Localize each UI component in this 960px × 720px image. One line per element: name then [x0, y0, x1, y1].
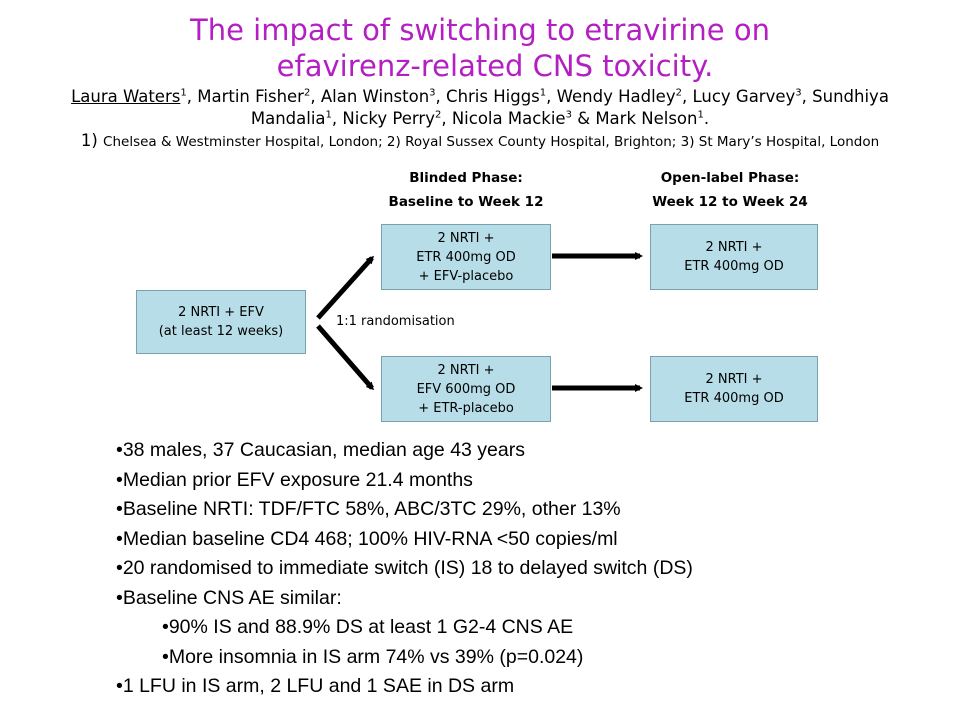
bullet-text: Baseline NRTI: TDF/FTC 58%, ABC/3TC 29%,… [122, 498, 621, 520]
randomisation-label: 1:1 randomisation [336, 314, 455, 329]
affiliation-number: 1) [80, 131, 98, 150]
bullet-text: 90% IS and 88.9% DS at least 1 G2-4 CNS … [168, 616, 574, 638]
author-affiliation-sup: 3 [565, 109, 572, 121]
phase-open-line1: Open-label Phase: [660, 170, 800, 186]
bullet-item: •Median baseline CD4 468; 100% HIV-RNA <… [116, 525, 936, 555]
author-name: Laura Waters [71, 87, 181, 106]
title-line-1: The impact of switching to etravirine on [190, 13, 770, 47]
box-blinded-efv-line1: 2 NRTI + [437, 362, 495, 378]
author-affiliation-sup: 1 [539, 87, 547, 99]
author-name: Nicola Mackie [451, 109, 566, 128]
author-affiliation-sup: 2 [434, 109, 442, 121]
author-affiliation-sup: 1 [697, 109, 704, 121]
bullet-dot-icon: • [116, 527, 123, 550]
author-name: Martin Fisher [197, 87, 304, 106]
bullet-item: •Median prior EFV exposure 21.4 months [116, 466, 936, 496]
arrow-to-blinded-top [316, 255, 375, 320]
phase-open-line2: Week 12 to Week 24 [652, 194, 808, 210]
bullet-list: •38 males, 37 Caucasian, median age 43 y… [116, 436, 936, 702]
bullet-item: •Baseline NRTI: TDF/FTC 58%, ABC/3TC 29%… [116, 495, 936, 525]
author-name: Lucy Garvey [692, 87, 796, 106]
box-blinded-etr-line2: ETR 400mg OD [416, 249, 516, 265]
bullet-text: 38 males, 37 Caucasian, median age 43 ye… [122, 439, 525, 461]
arrow-to-blinded-bottom [316, 324, 374, 391]
box-blinded-etr: 2 NRTI + ETR 400mg OD + EFV-placebo [381, 224, 551, 290]
bullet-dot-icon: • [162, 616, 169, 638]
bullet-item: •Baseline CNS AE similar: [116, 584, 936, 614]
box-blinded-efv-line2: EFV 600mg OD [416, 381, 516, 397]
bullet-dot-icon: • [116, 439, 123, 461]
bullet-dot-icon: • [116, 675, 123, 697]
box-open-bottom: 2 NRTI + ETR 400mg OD [650, 356, 818, 422]
author-list: Laura Waters1, Martin Fisher2, Alan Wins… [71, 87, 889, 128]
affiliations: Chelsea & Westminster Hospital, London; … [103, 134, 880, 150]
author-name: Mark Nelson [595, 109, 698, 128]
phase-blinded-line1: Blinded Phase: [409, 170, 523, 186]
bullet-item: •38 males, 37 Caucasian, median age 43 y… [116, 436, 936, 466]
bullet-text: 1 LFU in IS arm, 2 LFU and 1 SAE in DS a… [122, 675, 515, 697]
author-name: Alan Winston [320, 87, 430, 106]
author-name: Wendy Hadley [556, 87, 676, 106]
author-separator: , [310, 87, 321, 106]
bullet-item: •1 LFU in IS arm, 2 LFU and 1 SAE in DS … [116, 672, 936, 702]
bullet-item: •More insomnia in IS arm 74% vs 39% (p=0… [116, 643, 936, 673]
box-open-bottom-line2: ETR 400mg OD [684, 391, 784, 406]
author-separator: , [546, 87, 557, 106]
author-affiliation-sup: 1 [180, 87, 187, 99]
box-blinded-etr-line1: 2 NRTI + [437, 230, 495, 246]
phase-blinded-line2: Baseline to Week 12 [388, 194, 544, 210]
bullet-item: •20 randomised to immediate switch (IS) … [116, 554, 936, 584]
bullet-dot-icon: • [116, 498, 123, 520]
bullet-text: Median prior EFV exposure 21.4 months [122, 468, 473, 491]
bullet-dot-icon: • [116, 557, 123, 579]
author-block: Laura Waters1, Martin Fisher2, Alan Wins… [60, 86, 900, 153]
bullet-text: Median baseline CD4 468; 100% HIV-RNA <5… [122, 527, 618, 550]
box-start-2nrti-efv: 2 NRTI + EFV (at least 12 weeks) [136, 290, 306, 354]
bullet-dot-icon: • [116, 586, 123, 609]
phase-header-blinded: Blinded Phase: Baseline to Week 12 [356, 166, 576, 214]
author-separator: , [331, 109, 343, 128]
author-separator: , [186, 87, 198, 106]
author-affiliation-sup: 3 [795, 87, 802, 99]
author-separator: , [681, 87, 693, 106]
author-affiliation-sup: 3 [429, 87, 436, 99]
author-separator: & [571, 109, 596, 128]
author-affiliation-sup: 1 [325, 109, 332, 121]
box-start-line2: (at least 12 weeks) [158, 324, 284, 339]
author-separator: , [441, 109, 452, 128]
bullet-item: •90% IS and 88.9% DS at least 1 G2-4 CNS… [116, 613, 936, 643]
bullet-text: Baseline CNS AE similar: [122, 586, 342, 609]
box-blinded-efv-line3: + ETR-placebo [418, 400, 514, 416]
box-open-top-line2: ETR 400mg OD [684, 259, 784, 274]
author-separator: , [801, 87, 813, 106]
slide-title: The impact of switching to etravirine on… [0, 12, 960, 84]
author-affiliation-sup: 2 [303, 87, 311, 99]
author-separator: . [703, 109, 710, 128]
author-affiliation-sup: 2 [675, 87, 682, 99]
box-blinded-etr-line3: + EFV-placebo [418, 268, 514, 284]
box-blinded-efv: 2 NRTI + EFV 600mg OD + ETR-placebo [381, 356, 551, 422]
box-open-bottom-line1: 2 NRTI + [705, 372, 763, 387]
box-start-line1: 2 NRTI + EFV [178, 305, 264, 320]
author-name: Sundhiya Mandalia [250, 87, 889, 128]
author-name: Nicky Perry [342, 109, 435, 128]
bullet-text: More insomnia in IS arm 74% vs 39% (p=0.… [168, 645, 584, 668]
bullet-dot-icon: • [162, 645, 169, 668]
phase-header-open: Open-label Phase: Week 12 to Week 24 [620, 166, 840, 214]
bullet-dot-icon: • [116, 468, 123, 491]
title-line-2: efavirenz-related CNS toxicity. [276, 49, 714, 83]
author-name: Chris Higgs [446, 87, 540, 106]
author-separator: , [435, 87, 447, 106]
box-open-top: 2 NRTI + ETR 400mg OD [650, 224, 818, 290]
box-open-top-line1: 2 NRTI + [705, 240, 763, 255]
bullet-text: 20 randomised to immediate switch (IS) 1… [122, 557, 693, 579]
